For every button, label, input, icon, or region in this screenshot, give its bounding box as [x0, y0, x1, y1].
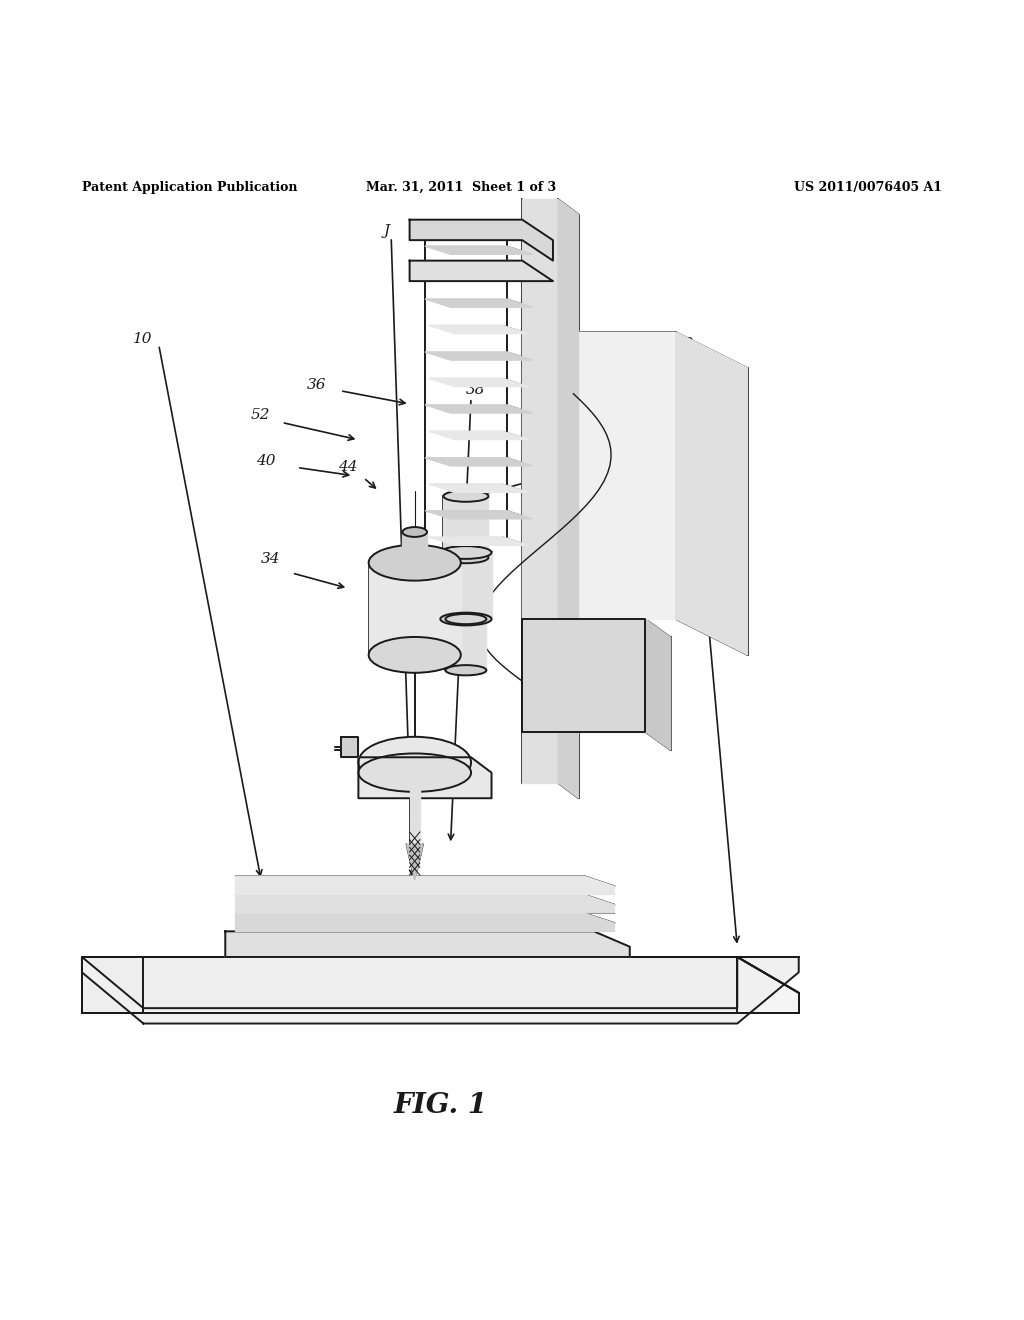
- Ellipse shape: [402, 527, 427, 537]
- Ellipse shape: [440, 612, 492, 626]
- Polygon shape: [558, 199, 579, 799]
- Polygon shape: [425, 246, 532, 255]
- Polygon shape: [225, 932, 630, 957]
- Text: 52: 52: [675, 337, 694, 351]
- Polygon shape: [429, 432, 528, 440]
- Polygon shape: [407, 845, 423, 880]
- Polygon shape: [410, 219, 553, 260]
- Text: 34: 34: [261, 552, 281, 566]
- Text: FIG. 1: FIG. 1: [393, 1092, 487, 1119]
- Ellipse shape: [445, 614, 486, 624]
- Polygon shape: [440, 553, 492, 619]
- Polygon shape: [676, 333, 748, 655]
- Text: 36: 36: [307, 378, 327, 392]
- Ellipse shape: [358, 754, 471, 792]
- Polygon shape: [236, 913, 614, 932]
- Polygon shape: [429, 484, 528, 492]
- Polygon shape: [425, 511, 532, 519]
- Ellipse shape: [369, 638, 461, 673]
- Polygon shape: [369, 562, 461, 655]
- Polygon shape: [429, 326, 528, 334]
- Text: 46: 46: [548, 285, 644, 540]
- Ellipse shape: [443, 491, 488, 502]
- Ellipse shape: [445, 665, 486, 676]
- Ellipse shape: [440, 546, 492, 558]
- Text: 10: 10: [133, 331, 153, 346]
- Polygon shape: [225, 932, 630, 957]
- Polygon shape: [425, 300, 532, 308]
- Polygon shape: [429, 537, 528, 545]
- Polygon shape: [82, 957, 737, 1014]
- Polygon shape: [522, 199, 558, 783]
- Text: 50: 50: [589, 454, 608, 469]
- Polygon shape: [425, 458, 532, 466]
- Text: 38: 38: [466, 383, 485, 397]
- Polygon shape: [358, 758, 492, 799]
- Polygon shape: [429, 379, 528, 387]
- Polygon shape: [82, 957, 799, 1023]
- Text: 52: 52: [251, 408, 270, 422]
- Polygon shape: [425, 352, 532, 360]
- Polygon shape: [522, 619, 645, 731]
- Polygon shape: [236, 876, 614, 895]
- Text: 44: 44: [338, 459, 357, 474]
- Polygon shape: [341, 737, 358, 758]
- Text: 48: 48: [632, 500, 651, 515]
- Polygon shape: [522, 333, 748, 368]
- Ellipse shape: [443, 552, 488, 564]
- Polygon shape: [236, 895, 614, 913]
- Text: 42: 42: [645, 479, 734, 591]
- Polygon shape: [410, 783, 420, 845]
- Polygon shape: [82, 957, 799, 1014]
- Polygon shape: [522, 333, 676, 619]
- Polygon shape: [410, 219, 553, 260]
- Polygon shape: [645, 619, 671, 750]
- Text: US 2011/0076405 A1: US 2011/0076405 A1: [794, 181, 942, 194]
- Polygon shape: [410, 260, 553, 281]
- Polygon shape: [445, 619, 486, 671]
- Ellipse shape: [369, 545, 461, 581]
- Polygon shape: [358, 758, 492, 799]
- Ellipse shape: [358, 737, 471, 788]
- Text: Patent Application Publication: Patent Application Publication: [82, 181, 297, 194]
- Text: J: J: [384, 224, 390, 238]
- Polygon shape: [425, 405, 532, 413]
- Text: 40: 40: [256, 454, 275, 469]
- Text: Mar. 31, 2011  Sheet 1 of 3: Mar. 31, 2011 Sheet 1 of 3: [366, 181, 556, 194]
- Polygon shape: [429, 273, 528, 281]
- Polygon shape: [402, 532, 427, 562]
- Polygon shape: [443, 496, 488, 557]
